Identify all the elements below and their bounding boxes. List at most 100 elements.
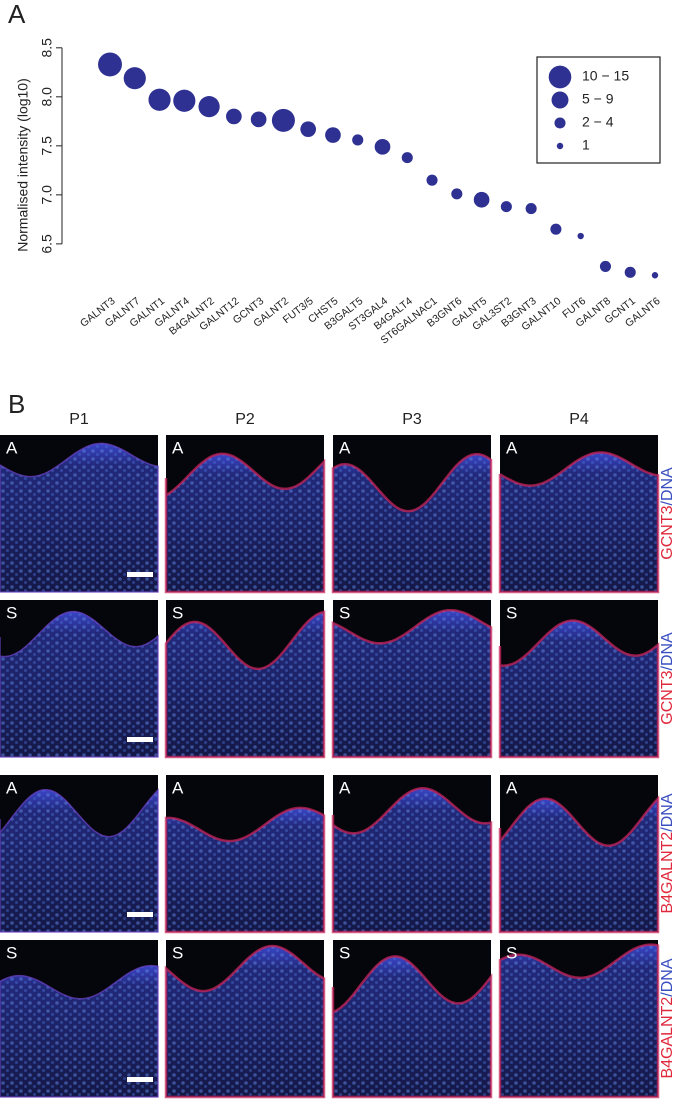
- tissue-nuclei: [500, 944, 658, 1097]
- epithelium-edge: [164, 610, 326, 759]
- epithelium-edge: [0, 610, 159, 758]
- y-tick-label: 8.0: [39, 87, 55, 107]
- bubble: [500, 201, 512, 213]
- micrograph: S: [498, 600, 660, 759]
- epithelium-edge: [498, 619, 660, 759]
- region-label: S: [6, 603, 17, 622]
- region-label: S: [172, 603, 183, 622]
- region-label: A: [506, 778, 518, 797]
- legend-label: 10 − 15: [582, 68, 629, 84]
- bubble: [123, 67, 146, 90]
- region-label: A: [339, 778, 351, 797]
- y-tick-label: 7.5: [39, 136, 55, 156]
- legend-label: 1: [582, 137, 590, 153]
- region-label: A: [172, 438, 184, 457]
- legend-marker: [556, 142, 564, 150]
- bubble: [250, 111, 267, 128]
- epithelium-edge: [0, 788, 159, 933]
- column-header: P2: [235, 411, 255, 428]
- bubble: [98, 52, 122, 77]
- tissue-nuclei: [166, 807, 324, 932]
- epithelium-edge: [331, 787, 493, 934]
- bubble: [173, 89, 196, 112]
- column-header: P3: [402, 411, 422, 428]
- tissue-nuclei: [500, 798, 658, 932]
- region-label: A: [339, 438, 351, 457]
- bubble: [473, 191, 490, 208]
- region-label: S: [339, 943, 350, 962]
- tissue-nuclei: [333, 956, 491, 1097]
- y-tick-label: 6.5: [39, 234, 55, 254]
- bubble: [300, 121, 317, 138]
- legend-box: [536, 56, 661, 164]
- y-tick-label: 8.5: [39, 38, 55, 58]
- region-label: A: [506, 438, 518, 457]
- marker-name: GCNT3: [659, 505, 676, 559]
- epithelium-edge: [164, 944, 326, 1099]
- marker-name: GCNT3: [659, 670, 676, 724]
- stain-suffix: /DNA: [659, 793, 676, 832]
- bubble: [401, 152, 413, 164]
- row-label: GCNT3/DNA: [659, 467, 676, 560]
- bubble: [599, 260, 611, 272]
- bubble: [624, 266, 636, 278]
- epithelium-edge: [498, 943, 660, 1099]
- micrograph: A: [164, 775, 326, 934]
- bubble: [525, 203, 537, 215]
- panel-label: B: [8, 389, 25, 419]
- tissue-nuclei: [0, 965, 158, 1097]
- bubble: [374, 138, 391, 155]
- micrograph: S: [0, 600, 159, 758]
- micrograph: S: [164, 940, 326, 1099]
- micrograph: A: [164, 435, 326, 594]
- bubble: [271, 108, 295, 132]
- tissue-nuclei: [0, 611, 158, 757]
- tissue-nuclei: [166, 946, 324, 1097]
- epithelium-edge: [498, 795, 660, 934]
- bubble: [226, 108, 242, 125]
- legend-marker: [551, 91, 569, 109]
- bubble: [352, 134, 364, 146]
- tissue-nuclei: [500, 620, 658, 757]
- bubble: [198, 96, 220, 118]
- scale-bar: [127, 737, 153, 742]
- y-axis-label: Normalised intensity (log10): [15, 78, 31, 252]
- bubble: [550, 223, 562, 235]
- tissue-nuclei: [333, 454, 491, 592]
- epithelium-edge: [164, 452, 326, 594]
- row-label: GCNT3/DNA: [659, 632, 676, 725]
- tissue-nuclei: [166, 612, 324, 757]
- micrograph: A: [498, 435, 660, 594]
- micrograph: A: [331, 775, 493, 934]
- region-label: S: [172, 943, 183, 962]
- micrograph: S: [0, 940, 159, 1098]
- tissue-nuclei: [500, 452, 658, 592]
- micrograph: A: [0, 435, 159, 593]
- legend-marker: [548, 65, 572, 89]
- tissue-nuclei: [333, 610, 491, 757]
- column-header: P1: [69, 411, 89, 428]
- legend-label: 5 − 9: [582, 91, 614, 107]
- y-tick-label: 7.0: [39, 185, 55, 205]
- region-label: S: [6, 943, 17, 962]
- legend-label: 2 − 4: [582, 114, 614, 130]
- panel-label: A: [8, 0, 26, 29]
- micrograph: A: [331, 435, 493, 594]
- bubble: [451, 188, 463, 200]
- row-label: B4GALNT2/DNA: [659, 958, 676, 1078]
- bubble: [325, 127, 341, 143]
- epithelium-edge: [164, 806, 326, 934]
- epithelium-edge: [331, 955, 493, 1099]
- marker-name: B4GALNT2: [659, 997, 676, 1079]
- row-label: B4GALNT2/DNA: [659, 793, 676, 913]
- epithelium-edge: [331, 608, 493, 759]
- region-label: S: [506, 603, 517, 622]
- stain-suffix: /DNA: [659, 467, 676, 506]
- region-label: A: [172, 778, 184, 797]
- epithelium-edge: [0, 442, 159, 593]
- scale-bar: [127, 572, 153, 577]
- bubble: [148, 88, 171, 111]
- column-header: P4: [569, 411, 589, 428]
- epithelium-edge: [331, 452, 493, 594]
